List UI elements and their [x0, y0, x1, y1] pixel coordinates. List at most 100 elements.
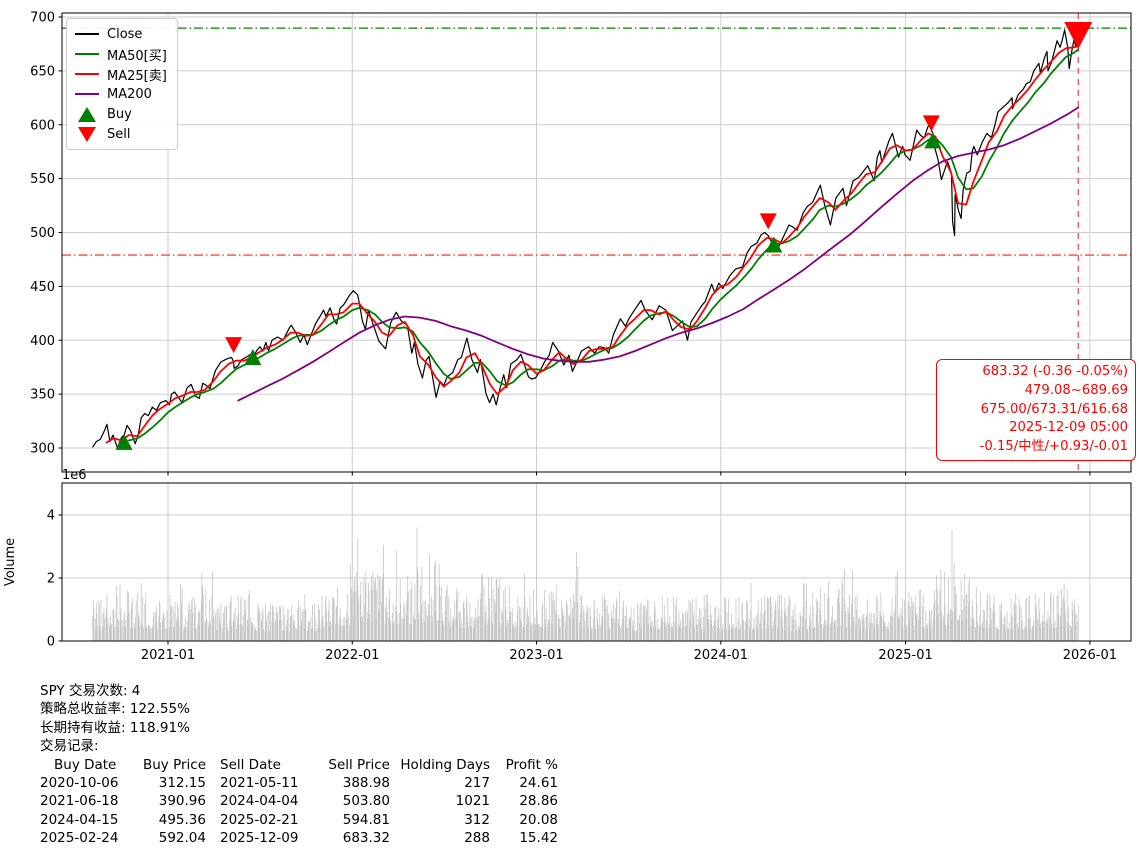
- legend-label: MA200: [107, 86, 152, 102]
- legend-line-swatch: [74, 53, 100, 55]
- volume-bars: [92, 527, 1079, 641]
- trade-cell: 2020-10-06: [40, 775, 119, 792]
- svg-text:2025-01: 2025-01: [878, 648, 932, 663]
- annotation-box: 683.32 (-0.36 -0.05%) 479.08~689.69 675.00…: [936, 359, 1136, 461]
- triangle-down-icon: [74, 126, 100, 142]
- sell-marker: [225, 337, 243, 354]
- svg-text:2: 2: [47, 572, 55, 587]
- trade-cell: 288: [464, 830, 490, 847]
- svg-text:300: 300: [30, 442, 55, 457]
- legend-item-buy: Buy: [74, 104, 167, 124]
- annotation-line: 2025-12-09 05:00: [1009, 420, 1128, 436]
- sell-marker: [1064, 21, 1093, 49]
- buy-marker: [765, 236, 783, 253]
- legend-label: Sell: [107, 126, 131, 142]
- trade-cell: 1021: [455, 793, 490, 810]
- buy-marker: [924, 132, 942, 149]
- svg-text:2026-01: 2026-01: [1063, 648, 1117, 663]
- ma50-line: [127, 48, 1080, 442]
- trade-cell: 24.61: [519, 775, 558, 792]
- svg-text:550: 550: [30, 172, 55, 187]
- legend-line-swatch: [74, 93, 100, 95]
- summary-hold-return: 长期持有收益: 118.91%: [40, 719, 190, 736]
- svg-text:350: 350: [30, 388, 55, 403]
- summary-strategy-return: 策略总收益率: 122.55%: [40, 701, 190, 718]
- trade-cell: 503.80: [342, 793, 390, 810]
- close-line: [92, 29, 1079, 449]
- svg-text:0: 0: [47, 635, 55, 650]
- trade-row: 2021-06-18 390.96 2024-04-04 503.80 1021 28.8…: [40, 792, 558, 810]
- trade-row: 2024-04-15 495.36 2025-02-21 594.81 312 20.08: [40, 811, 558, 829]
- trade-cell: 388.98: [342, 775, 390, 792]
- gridlines: [62, 13, 1131, 641]
- trade-cell: 217: [464, 775, 490, 792]
- svg-text:650: 650: [30, 64, 55, 79]
- trade-cell: 312: [464, 811, 490, 828]
- triangle-up-icon: [74, 106, 100, 122]
- trade-row: 2020-10-06 312.15 2021-05-11 388.98 217 24.61: [40, 774, 558, 792]
- legend-item-ma50: MA50[买]: [74, 44, 167, 64]
- legend-label: Buy: [107, 106, 132, 122]
- price-plot-border: [61, 12, 1132, 473]
- annotation-line: 675.00/673.31/616.68: [980, 401, 1128, 417]
- svg-text:2021-01: 2021-01: [141, 648, 195, 663]
- trade-table: Buy Date Buy Price Sell Date Sell Price Hold…: [40, 756, 558, 848]
- buy-marker: [244, 348, 262, 365]
- legend-label: MA25[卖]: [107, 68, 167, 84]
- legend-line-swatch: [74, 33, 100, 35]
- volume-axis-title: Volume: [3, 538, 18, 586]
- legend-item-close: Close: [74, 24, 167, 44]
- trade-cell: 2024-04-04: [220, 793, 299, 810]
- volume-scale-offset: 1e6: [62, 468, 87, 483]
- trade-cell: 390.96: [158, 793, 206, 810]
- trade-table-header: Buy Date Buy Price Sell Date Sell Price Hold…: [40, 756, 558, 774]
- trade-cell: 28.86: [519, 793, 558, 810]
- trade-col-header: Sell Price: [328, 756, 390, 773]
- svg-text:2022-01: 2022-01: [325, 648, 379, 663]
- trade-cell: 2025-02-24: [40, 830, 119, 847]
- trade-col-header: Sell Date: [220, 756, 281, 773]
- summary-trades-count: SPY 交易次数: 4: [40, 683, 141, 699]
- svg-text:4: 4: [47, 509, 55, 524]
- trade-cell: 20.08: [519, 811, 558, 828]
- trade-col-header: Holding Days: [400, 756, 490, 773]
- annotation-line: 479.08~689.69: [1024, 382, 1128, 398]
- svg-text:450: 450: [30, 280, 55, 295]
- summary-block: SPY 交易次数: 4 策略总收益率: 122.55% 长期持有收益: 118.…: [40, 682, 558, 848]
- trade-row: 2025-02-24 592.04 2025-12-09 683.32 288 15.42: [40, 829, 558, 847]
- trade-cell: 2021-06-18: [40, 793, 119, 810]
- trade-cell: 2025-02-21: [220, 811, 299, 828]
- svg-text:400: 400: [30, 334, 55, 349]
- legend: Close MA50[买] MA25[卖] MA200 Buy Sell: [66, 18, 178, 150]
- reference-lines: [62, 13, 1131, 472]
- svg-text:500: 500: [30, 226, 55, 241]
- trade-cell: 594.81: [342, 811, 390, 828]
- trade-col-header: Buy Date: [54, 756, 117, 773]
- svg-text:600: 600: [30, 118, 55, 133]
- svg-text:700: 700: [30, 11, 55, 26]
- legend-item-sell: Sell: [74, 124, 167, 144]
- svg-text:2024-01: 2024-01: [694, 648, 748, 663]
- trade-col-header: Profit %: [505, 756, 558, 773]
- trade-markers: [115, 21, 1093, 450]
- trade-cell: 312.15: [158, 775, 206, 792]
- trade-cell: 2024-04-15: [40, 811, 119, 828]
- ma200-line: [237, 106, 1080, 402]
- summary-records-label: 交易记录:: [40, 738, 99, 755]
- annotation-line: 683.32 (-0.36 -0.05%): [982, 364, 1128, 379]
- sell-marker: [922, 115, 940, 132]
- buy-marker: [115, 433, 133, 450]
- trade-cell: 2021-05-11: [220, 775, 299, 792]
- annotation-line: -0.15/中性/+0.93/-0.01: [979, 439, 1128, 455]
- sell-marker: [759, 213, 777, 230]
- volume-plot-border: [61, 482, 1132, 642]
- trade-cell: 495.36: [158, 811, 206, 828]
- legend-item-ma25: MA25[卖]: [74, 64, 167, 84]
- trade-cell: 15.42: [519, 830, 558, 847]
- trade-col-header: Buy Price: [142, 756, 206, 773]
- legend-label: Close: [107, 26, 143, 42]
- svg-text:2023-01: 2023-01: [509, 648, 563, 663]
- legend-line-swatch: [74, 73, 100, 75]
- axis-labels: 300 350 400 450 500 550 600 650 700 0 2 4 2021-01 202…: [3, 11, 1117, 664]
